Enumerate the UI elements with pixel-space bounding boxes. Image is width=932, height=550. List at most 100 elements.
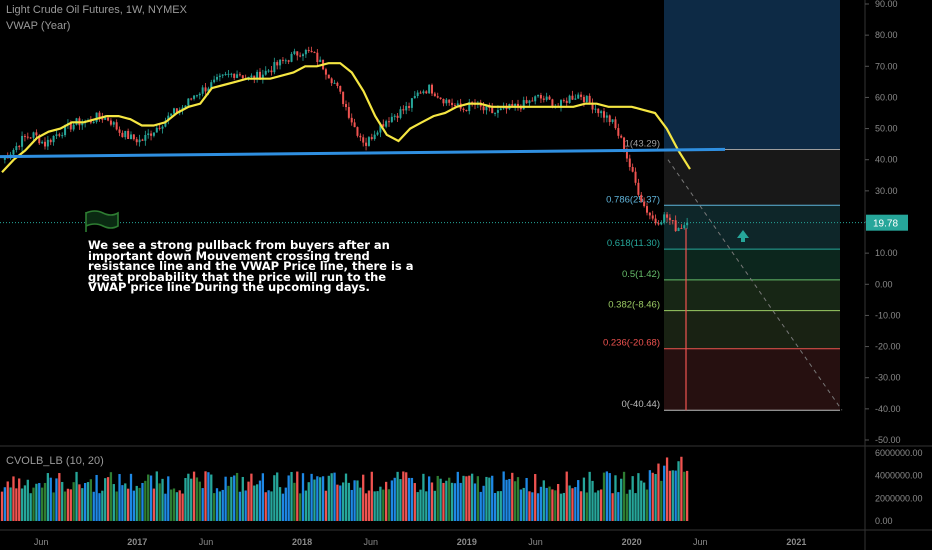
candle-body (668, 217, 671, 221)
candle-body (410, 98, 413, 108)
candle-body (72, 124, 75, 130)
volume-bar (281, 493, 285, 521)
candle-body (18, 146, 21, 148)
volume-bar (23, 485, 27, 521)
candle-body (198, 93, 201, 96)
candle-body (64, 125, 67, 136)
candle-body (419, 92, 422, 94)
volume-bar (568, 485, 571, 521)
volume-bar (69, 489, 72, 521)
volume-bar (362, 474, 365, 521)
volume-bar (298, 493, 302, 521)
candle-body (296, 51, 299, 56)
candle-body (261, 74, 264, 80)
volume-bar (565, 471, 568, 521)
candle-body (373, 134, 376, 140)
volume-bar (531, 492, 534, 521)
volume-bar (645, 489, 649, 521)
volume-bar (276, 472, 279, 521)
candle-body (425, 91, 428, 94)
candle-body (359, 135, 362, 138)
candle-body (350, 117, 353, 123)
volume-bar (264, 492, 267, 521)
volume-bar (559, 493, 563, 521)
candle-body (144, 134, 147, 141)
volume-bar (591, 480, 594, 521)
volume-bar (468, 475, 471, 521)
volume-bar (508, 478, 511, 521)
candle-body (376, 132, 379, 135)
volume-bar (516, 477, 520, 521)
volume-bar (396, 471, 399, 521)
candle-body (109, 120, 112, 125)
volume-bar (462, 475, 465, 521)
candle-body (304, 49, 307, 55)
volume-bar (373, 491, 376, 521)
candle-body (333, 82, 336, 84)
volume-bar (330, 473, 333, 521)
x-tick-label: 2018 (292, 537, 312, 547)
y-tick-label: 60.00 (875, 92, 898, 102)
candle-body (620, 135, 623, 138)
candle-body (580, 94, 583, 97)
candle-body (574, 98, 577, 100)
volume-y-tick-label: 0.00 (875, 516, 893, 526)
volume-bar (321, 476, 325, 521)
candle-body (640, 194, 643, 202)
candle-body (491, 107, 494, 114)
volume-bar (287, 475, 290, 521)
volume-bar (175, 492, 179, 521)
x-tick-label: 2021 (786, 537, 806, 547)
candle-body (301, 54, 305, 57)
volume-bar (642, 482, 646, 521)
candle-body (537, 95, 540, 97)
volume-bar (425, 491, 428, 521)
candle-body (273, 62, 276, 73)
candle-body (614, 119, 617, 129)
volume-indicator-title: CVOLB_LB (10, 20) (6, 455, 104, 467)
candle-body (387, 121, 391, 123)
volume-bar (327, 475, 330, 521)
volume-bar (525, 477, 528, 521)
volume-bar (456, 471, 459, 521)
y-tick-label: -20.00 (875, 342, 901, 352)
candle-body (55, 134, 58, 136)
volume-bar (611, 493, 614, 521)
volume-bar (341, 482, 345, 521)
candle-body (347, 107, 350, 118)
volume-bar (416, 492, 419, 521)
volume-bar (588, 471, 591, 521)
highlight-zone (664, 0, 840, 150)
volume-bar (597, 490, 600, 521)
candle-body (204, 87, 207, 92)
volume-bar (594, 492, 597, 521)
volume-bar (192, 471, 196, 521)
volume-bar (238, 491, 242, 521)
volume-bar (488, 477, 491, 521)
volume-bar (356, 480, 359, 521)
candle-body (327, 74, 330, 79)
candle-body (370, 137, 373, 140)
volume-bar (551, 489, 554, 521)
candle-body (210, 82, 213, 89)
volume-bar (20, 488, 24, 521)
candle-body (287, 60, 290, 62)
candle-body (353, 122, 356, 128)
candle-body (433, 93, 436, 97)
volume-bar (235, 472, 239, 521)
volume-bar (129, 473, 133, 521)
volume-bar (18, 478, 21, 521)
candle-body (152, 132, 155, 136)
volume-bar (233, 475, 236, 521)
volume-bar (562, 492, 566, 521)
candle-body (218, 75, 221, 77)
volume-bar (29, 493, 32, 521)
candle-body (26, 136, 29, 138)
candle-body (496, 110, 499, 113)
volume-bar (319, 477, 322, 521)
candle-body (499, 108, 502, 111)
candle-body (577, 94, 580, 99)
x-tick-label: Jun (199, 537, 214, 547)
volume-bar (513, 481, 517, 521)
candle-body (307, 49, 310, 51)
